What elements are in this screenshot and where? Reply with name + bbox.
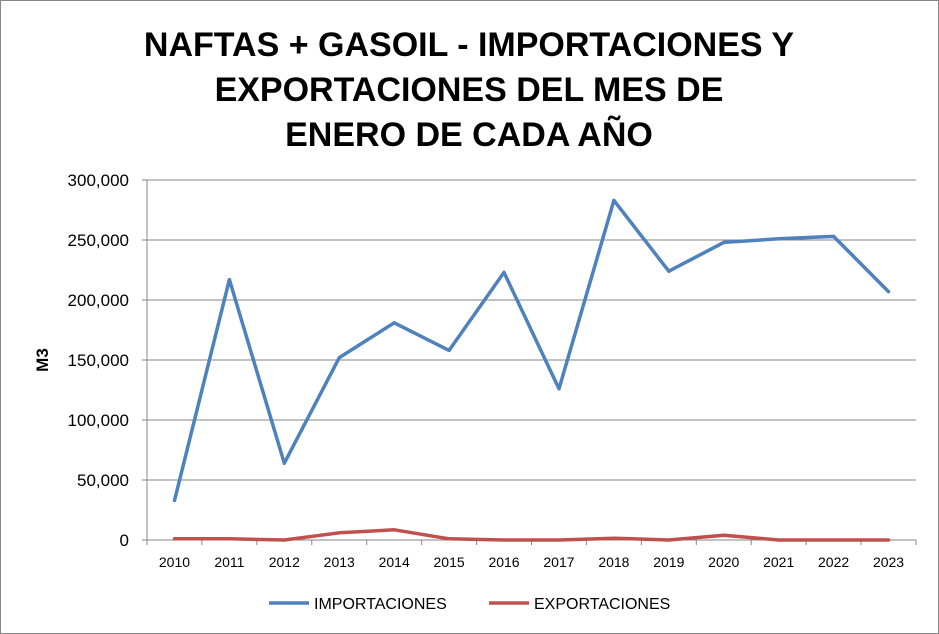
y-axis-ticks: 0 50,000 100,000 150,000 200,000 250,000 300,0…: [68, 171, 147, 550]
y-tick-label: 150,000: [68, 351, 129, 370]
x-tick-label: 2015: [434, 554, 465, 570]
data-point-importaciones: [392, 321, 396, 325]
data-point-importaciones: [172, 498, 177, 502]
data-point-exportaciones: [172, 537, 177, 541]
x-tick-label: 2017: [543, 554, 574, 570]
data-point-exportaciones: [557, 538, 561, 542]
x-tick-label: 2023: [873, 554, 904, 570]
y-tick-label: 250,000: [68, 231, 129, 250]
y-tick-label: 0: [120, 531, 129, 550]
series-line-importaciones: [172, 198, 891, 503]
chart-title-line-2: EXPORTACIONES DEL MES DE: [215, 71, 724, 109]
data-point-importaciones: [667, 269, 671, 273]
legend: IMPORTACIONES EXPORTACIONES: [269, 596, 670, 613]
chart-title-line-1: NAFTAS + GASOIL - IMPORTACIONES Y: [144, 26, 794, 64]
x-tick-label: 2013: [324, 554, 355, 570]
y-tick-label: 100,000: [68, 411, 129, 430]
data-point-exportaciones: [667, 538, 671, 542]
data-point-importaciones: [777, 237, 781, 241]
x-tick-label: 2010: [159, 554, 190, 570]
chart-title: NAFTAS + GASOIL - IMPORTACIONES Y EXPORT…: [144, 26, 794, 154]
data-point-exportaciones: [722, 533, 726, 537]
x-tick-label: 2019: [653, 554, 684, 570]
data-point-exportaciones: [447, 537, 451, 541]
y-tick-label: 200,000: [68, 291, 129, 310]
x-tick-label: 2016: [488, 554, 519, 570]
data-point-importaciones: [227, 278, 231, 282]
data-point-importaciones: [832, 234, 836, 238]
data-point-exportaciones: [886, 538, 891, 542]
chart-title-line-3: ENERO DE CADA AÑO: [285, 116, 653, 154]
x-tick-label: 2018: [598, 554, 629, 570]
data-point-exportaciones: [392, 528, 396, 532]
data-point-importaciones: [722, 240, 726, 244]
data-point-importaciones: [557, 387, 561, 391]
data-point-importaciones: [612, 198, 616, 202]
data-point-importaciones: [502, 270, 506, 274]
data-point-exportaciones: [777, 538, 781, 542]
legend-label-exportaciones: EXPORTACIONES: [534, 596, 670, 613]
data-point-exportaciones: [282, 538, 286, 542]
gridlines: [147, 179, 916, 481]
data-point-importaciones: [282, 461, 286, 465]
x-tick-label: 2014: [379, 554, 410, 570]
x-tick-label: 2022: [818, 554, 849, 570]
series-lines: [172, 198, 891, 542]
y-tick-label: 50,000: [77, 471, 129, 490]
x-axis-ticks: 2010 2011 2012 2013 2014 2015 2016 2017 2018 2019…: [146, 540, 917, 570]
data-point-importaciones: [447, 348, 451, 352]
x-tick-label: 2021: [763, 554, 794, 570]
y-tick-label: 300,000: [68, 171, 129, 190]
data-point-exportaciones: [502, 538, 506, 542]
data-point-exportaciones: [227, 537, 231, 541]
series-line-exportaciones: [172, 528, 891, 542]
data-point-exportaciones: [337, 531, 341, 535]
data-point-exportaciones: [612, 536, 616, 540]
data-point-exportaciones: [832, 538, 836, 542]
x-tick-label: 2012: [269, 554, 300, 570]
legend-label-importaciones: IMPORTACIONES: [314, 596, 447, 613]
x-tick-label: 2011: [214, 554, 244, 570]
y-axis-label: M3: [33, 348, 52, 372]
x-tick-label: 2020: [708, 554, 739, 570]
data-point-importaciones: [337, 356, 341, 360]
data-point-importaciones: [886, 290, 891, 294]
